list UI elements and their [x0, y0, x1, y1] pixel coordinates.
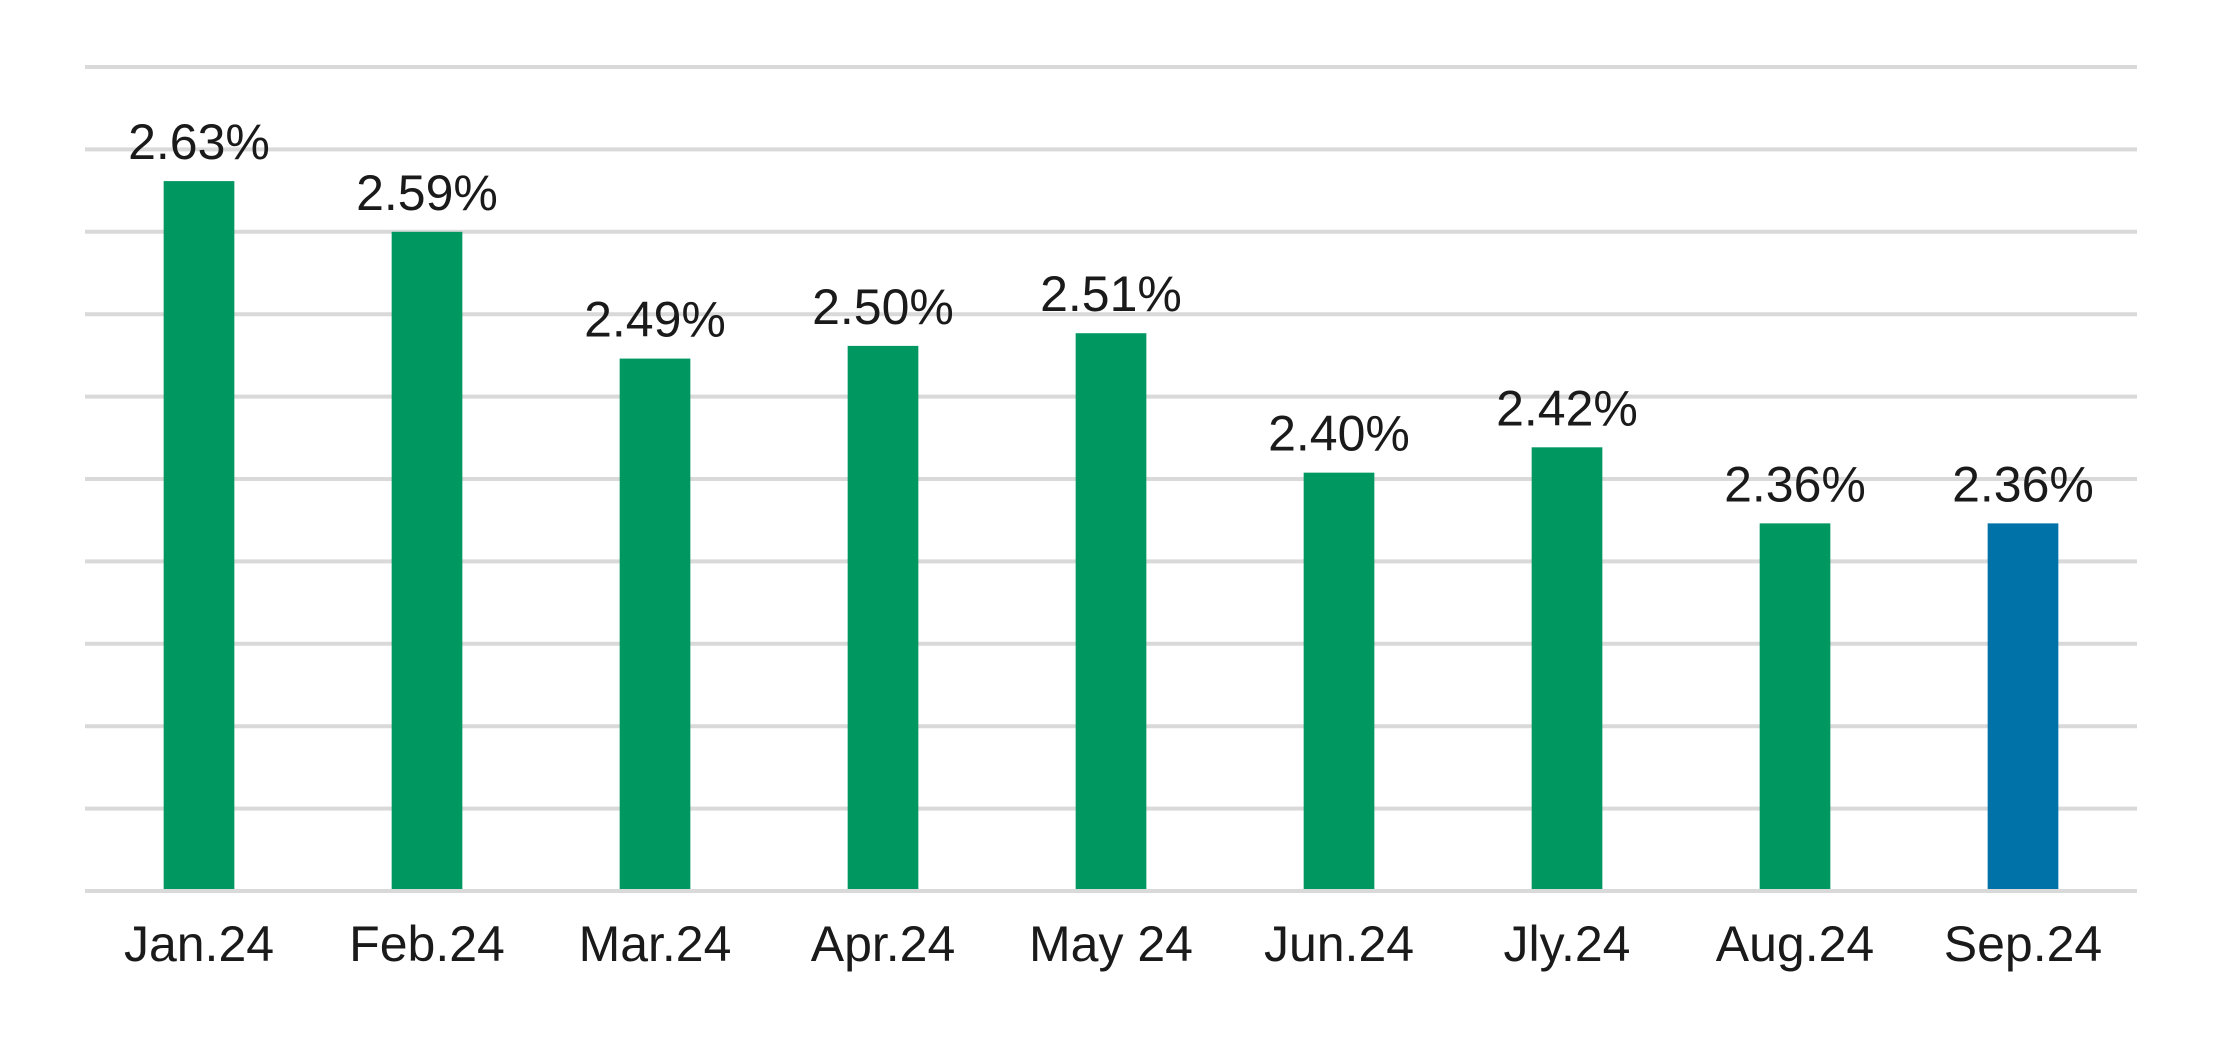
x-tick-label: Jun.24	[1264, 916, 1414, 972]
x-tick-label: Apr.24	[811, 916, 956, 972]
data-label: 2.36%	[1952, 456, 2094, 512]
data-label: 2.40%	[1268, 406, 1410, 462]
x-tick-label: Sep.24	[1944, 916, 2102, 972]
x-tick-label: Jan.24	[124, 916, 274, 972]
bar	[163, 181, 235, 892]
bar	[847, 345, 919, 891]
data-label: 2.50%	[812, 279, 954, 335]
bar	[1531, 447, 1603, 891]
x-tick-label: Feb.24	[349, 916, 505, 972]
x-axis-tick-labels: Jan.24 Feb.24 Mar.24 Apr.24 May 24 Jun.24 Jly.…	[124, 916, 2102, 972]
data-label: 2.51%	[1040, 266, 1182, 322]
x-tick-label: Jly.24	[1504, 916, 1631, 972]
x-tick-label: May 24	[1029, 916, 1193, 972]
data-label: 2.63%	[128, 114, 270, 170]
bar	[1759, 523, 1831, 891]
data-label: 2.36%	[1724, 456, 1866, 512]
x-tick-label: Mar.24	[579, 916, 732, 972]
data-label: 2.59%	[356, 165, 498, 221]
bars	[163, 181, 2059, 892]
bar	[1987, 523, 2059, 891]
bar	[619, 358, 691, 892]
data-labels: 2.63% 2.59% 2.49% 2.50% 2.51% 2.40% 2.42% 2.36%…	[128, 114, 2094, 512]
data-label: 2.49%	[584, 292, 726, 348]
bar	[391, 231, 463, 892]
bar	[1303, 472, 1375, 891]
x-tick-label: Aug.24	[1716, 916, 1874, 972]
bar	[1075, 333, 1147, 891]
data-label: 2.42%	[1496, 380, 1638, 436]
